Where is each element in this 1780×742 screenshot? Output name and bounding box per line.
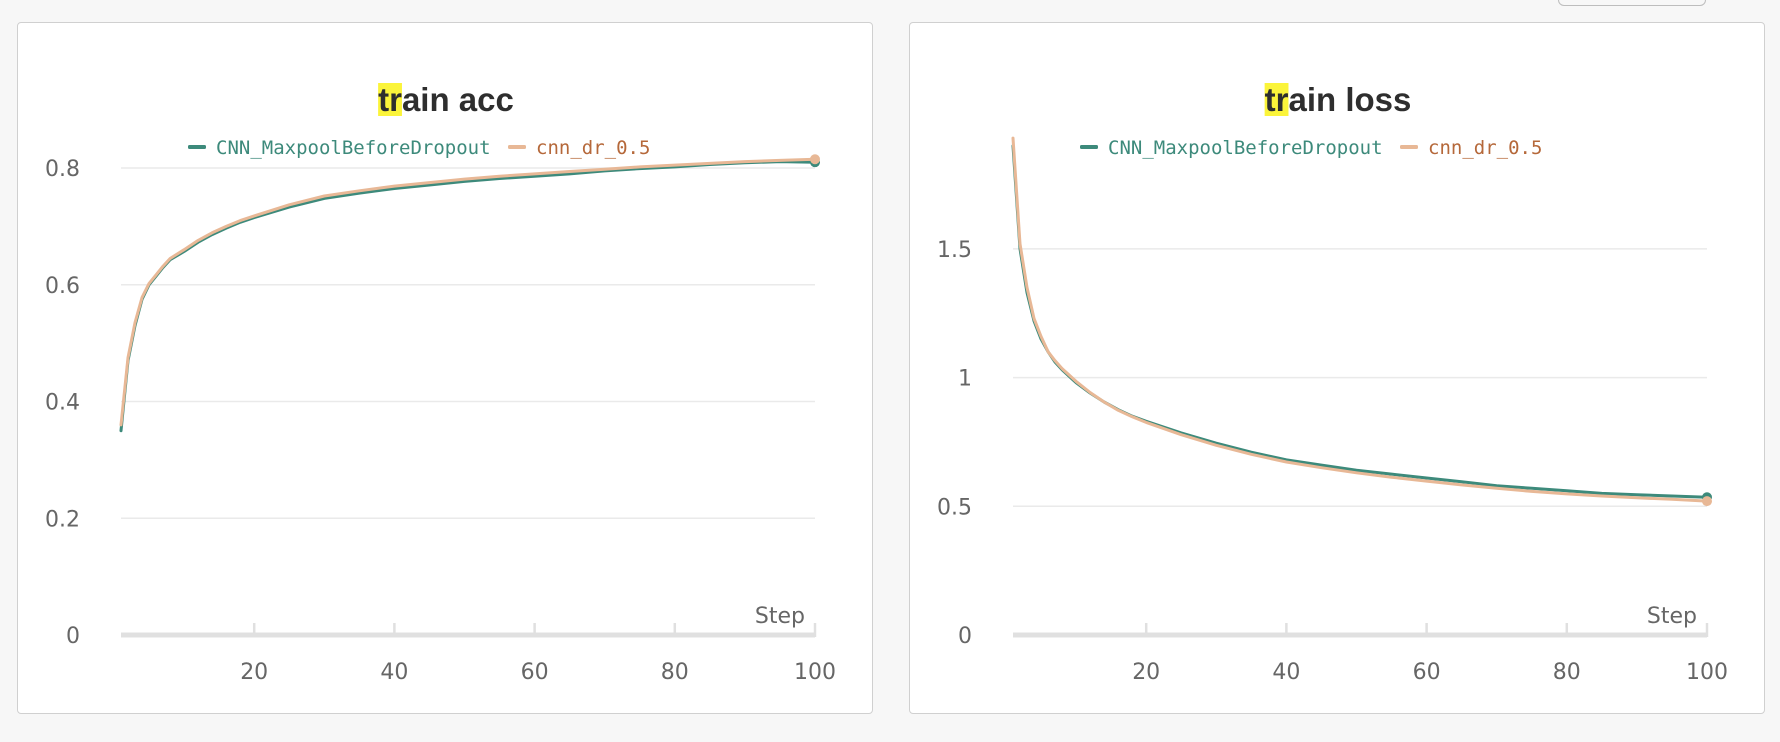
chart-legend: CNN_MaxpoolBeforeDropout cnn_dr_0.5 <box>188 137 650 159</box>
y-tick-label: 0 <box>958 624 972 649</box>
y-tick-label: 0.6 <box>45 274 80 299</box>
chart-title-text: train acc <box>378 81 514 118</box>
x-axis-label: Step <box>755 604 805 629</box>
title-search-highlight: tr <box>378 81 402 118</box>
legend-item[interactable]: cnn_dr_0.5 <box>1400 137 1542 159</box>
dropdown-box-partial[interactable] <box>1558 0 1706 6</box>
y-tick-label: 0 <box>66 624 80 649</box>
y-tick-label: 0.8 <box>45 157 80 182</box>
series-endpoint <box>810 154 820 165</box>
chart-title-text: train loss <box>1265 81 1412 118</box>
chart-train-acc: train acc CNN_MaxpoolBeforeDropout cnn_dr_… <box>45 81 836 685</box>
chart-panel-train-acc: train acc CNN_MaxpoolBeforeDropout cnn_dr_… <box>17 22 873 714</box>
legend-label: CNN_MaxpoolBeforeDropout <box>216 137 491 159</box>
x-tick-label: 20 <box>1132 660 1160 685</box>
x-tick-label: 80 <box>1553 660 1581 685</box>
series-endpoint <box>1702 496 1712 507</box>
x-tick-label: 100 <box>794 660 836 685</box>
y-tick-label: 1 <box>958 367 972 392</box>
x-tick-label: 40 <box>1272 660 1300 685</box>
x-tick-label: 60 <box>521 660 549 685</box>
x-tick-label: 60 <box>1413 660 1441 685</box>
y-tick-label: 0.5 <box>937 495 972 520</box>
y-tick-label: 1.5 <box>937 238 972 263</box>
legend-swatch <box>188 145 206 149</box>
chart-train-loss: train loss CNN_MaxpoolBeforeDropout cnn_dr… <box>937 81 1728 685</box>
series-line-0 <box>1011 144 1709 499</box>
title-search-highlight: tr <box>1265 81 1289 118</box>
series-line-1 <box>1011 136 1709 503</box>
legend-swatch <box>1080 145 1098 149</box>
legend-label: cnn_dr_0.5 <box>1428 137 1542 159</box>
x-tick-label: 100 <box>1686 660 1728 685</box>
x-tick-label: 80 <box>661 660 689 685</box>
legend-item[interactable]: CNN_MaxpoolBeforeDropout <box>188 137 491 159</box>
title-rest: ain loss <box>1288 81 1411 118</box>
chart-legend: CNN_MaxpoolBeforeDropout cnn_dr_0.5 <box>1080 137 1542 159</box>
chart-title: train acc <box>378 81 514 118</box>
title-rest: ain acc <box>402 81 514 118</box>
x-tick-label: 20 <box>240 660 268 685</box>
chart-title: train loss <box>1264 81 1412 118</box>
legend-swatch <box>508 145 526 149</box>
x-axis-label: Step <box>1647 604 1697 629</box>
legend-swatch <box>1400 145 1418 149</box>
title-highlight-box <box>1264 83 1289 116</box>
legend-item[interactable]: cnn_dr_0.5 <box>508 137 650 159</box>
y-tick-label: 0.2 <box>45 507 80 532</box>
legend-label: CNN_MaxpoolBeforeDropout <box>1108 137 1383 159</box>
y-tick-label: 0.4 <box>45 391 80 416</box>
title-highlight-box <box>378 83 402 116</box>
series-line-1 <box>119 157 817 427</box>
chart-panel-train-loss: train loss CNN_MaxpoolBeforeDropout cnn_dr… <box>909 22 1765 714</box>
legend-item[interactable]: CNN_MaxpoolBeforeDropout <box>1080 137 1383 159</box>
legend-label: cnn_dr_0.5 <box>536 137 650 159</box>
x-tick-label: 40 <box>380 660 408 685</box>
series-line-0 <box>119 160 817 433</box>
